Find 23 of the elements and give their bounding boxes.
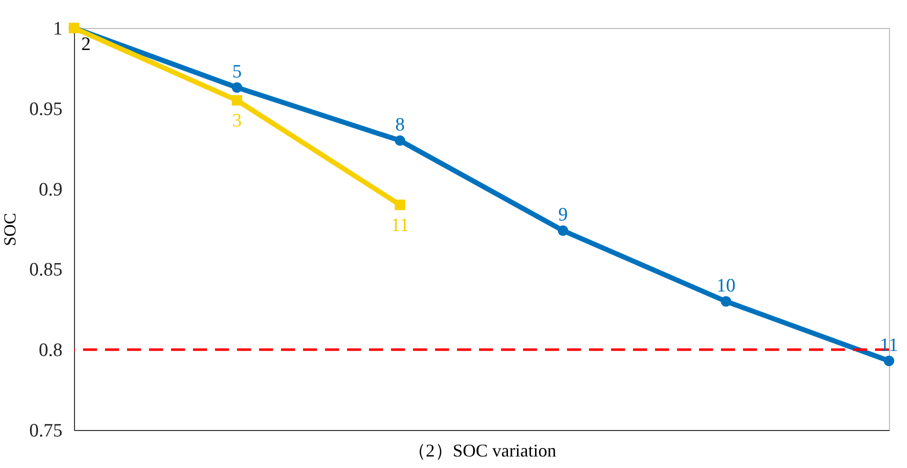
annotation: 9: [558, 204, 568, 226]
annotation: 11: [880, 334, 898, 356]
point: [232, 82, 242, 93]
point: [558, 225, 568, 236]
annotation: 3: [232, 110, 242, 132]
annotation: 11: [390, 214, 410, 236]
y-axis-title: SOC: [0, 212, 20, 246]
point: [720, 296, 732, 307]
x-axis-title: （2）SOC variation: [408, 440, 556, 460]
annotation: 10: [716, 275, 736, 296]
y-tick-label: 0.85: [29, 260, 62, 281]
y-tick-label: 0.9: [38, 179, 62, 200]
annotation: 2: [81, 34, 91, 55]
y-tick-label: 1: [53, 18, 62, 40]
point: [232, 95, 242, 106]
point: [394, 135, 406, 146]
y-tick-label: 0.75: [29, 420, 62, 442]
y-tick-label: 0.95: [29, 98, 62, 120]
point: [394, 200, 406, 210]
y-tick-label: 0.8: [38, 340, 62, 362]
annotation: 8: [395, 114, 405, 136]
annotation: 5: [232, 61, 242, 82]
point: [884, 356, 894, 366]
